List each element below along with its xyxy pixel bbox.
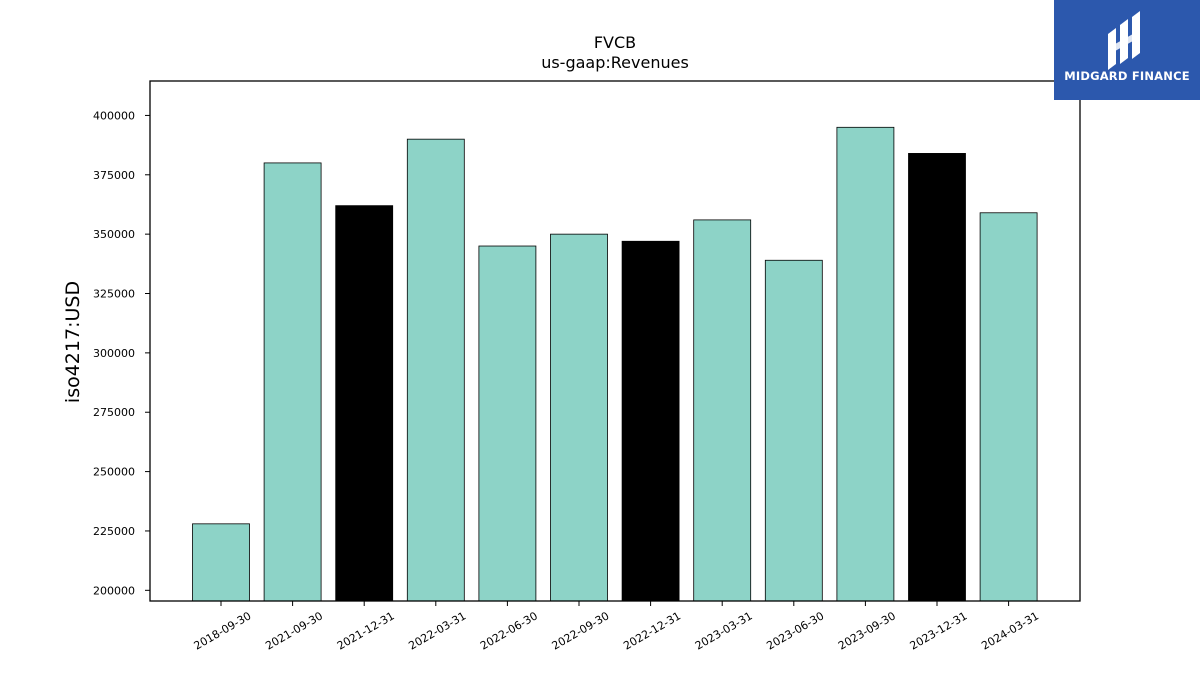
- bar-2022-12-31: [621, 240, 680, 602]
- y-tick-label: 350000: [93, 228, 135, 241]
- y-tick-label: 400000: [93, 109, 135, 122]
- bar-2022-03-31: [406, 138, 465, 602]
- bars-group: [192, 126, 1038, 602]
- x-tick-label: 2023-06-30: [764, 609, 826, 652]
- bar-2022-09-30: [550, 233, 608, 602]
- y-tick-label: 200000: [93, 584, 135, 597]
- x-tick-label: 2021-09-30: [263, 609, 325, 652]
- x-tick-label: 2022-06-30: [478, 609, 540, 652]
- x-tick-label: 2022-09-30: [550, 609, 612, 652]
- y-tick-label: 375000: [93, 169, 135, 182]
- y-tick-label: 250000: [93, 466, 135, 479]
- logo-mark-icon: [1108, 11, 1140, 70]
- x-tick-label: 2023-12-31: [908, 609, 970, 652]
- bar-2022-06-30: [478, 245, 537, 602]
- x-tick-label: 2024-03-31: [979, 609, 1041, 652]
- bar-2023-03-31: [693, 219, 752, 602]
- y-axis-label: iso4217:USD: [62, 281, 84, 403]
- plot-frame: [149, 80, 1081, 602]
- chart-title: FVCB: [594, 33, 636, 52]
- bar-2023-12-31: [908, 153, 966, 602]
- y-tick-label: 275000: [93, 406, 135, 419]
- midgard-finance-logo: MIDGARD FINANCE: [1054, 0, 1200, 100]
- x-tick-label: 2018-09-30: [192, 609, 254, 652]
- x-tick-label: 2023-09-30: [836, 609, 898, 652]
- x-tick-label: 2023-03-31: [693, 609, 755, 652]
- bar-2018-09-30: [192, 523, 250, 602]
- y-tick-label: 300000: [93, 347, 135, 360]
- bar-2023-09-30: [836, 126, 895, 602]
- x-axis: 2018-09-30 2021-09-30 2021-12-31 2022-03-31…: [192, 601, 1041, 653]
- bar-2021-09-30: [263, 162, 322, 602]
- bar-2024-03-31: [979, 212, 1038, 602]
- logo-text: MIDGARD FINANCE: [1064, 69, 1190, 83]
- y-tick-label: 325000: [93, 288, 135, 301]
- y-axis: 200000 225000 250000 275000 300000 325000 3500…: [93, 109, 150, 597]
- chart-subtitle: us-gaap:Revenues: [541, 53, 689, 72]
- y-tick-label: 225000: [93, 525, 135, 538]
- bar-2023-06-30: [764, 259, 823, 602]
- x-tick-label: 2022-03-31: [406, 609, 468, 652]
- x-tick-label: 2021-12-31: [335, 609, 397, 652]
- x-tick-label: 2022-12-31: [621, 609, 683, 652]
- bar-2021-12-31: [335, 205, 394, 602]
